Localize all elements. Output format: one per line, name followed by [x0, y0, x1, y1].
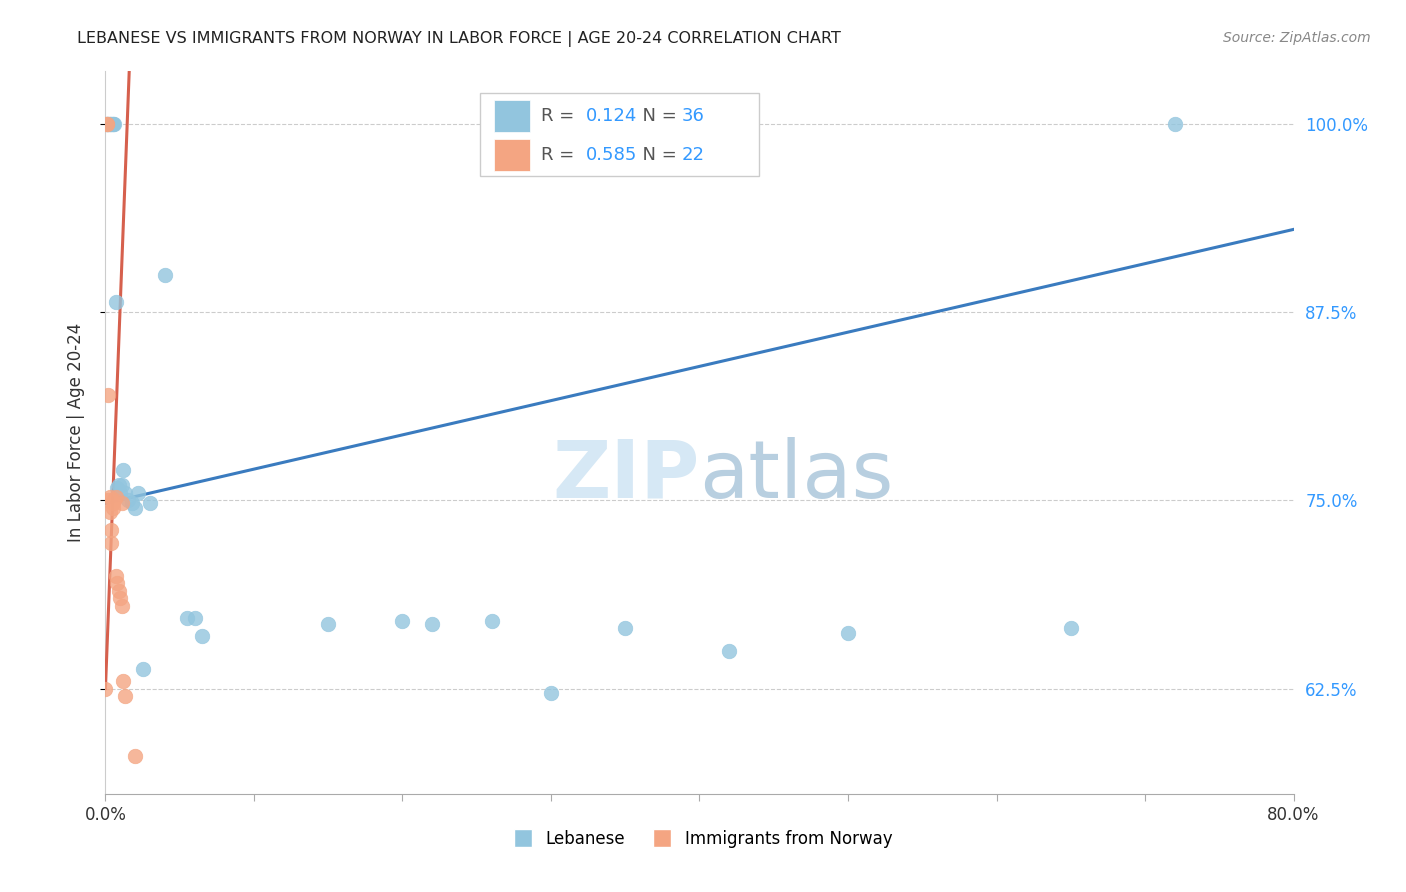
Point: [114, 485, 136, 500]
Text: 0.585: 0.585: [585, 146, 637, 164]
Point: [718, 644, 741, 658]
Point: [124, 500, 146, 515]
Point: [111, 478, 134, 492]
Legend: Lebanese, Immigrants from Norway: Lebanese, Immigrants from Norway: [499, 822, 900, 855]
Point: [111, 496, 134, 510]
Point: [98, 505, 121, 519]
Text: 22: 22: [682, 146, 704, 164]
Text: R =: R =: [541, 107, 581, 125]
Text: 36: 36: [682, 107, 704, 125]
Text: N =: N =: [630, 107, 682, 125]
Point: [191, 629, 214, 643]
Point: [96, 117, 118, 131]
Point: [481, 614, 503, 628]
Point: [97, 388, 120, 402]
Point: [420, 616, 443, 631]
Point: [103, 493, 125, 508]
Point: [98, 117, 121, 131]
Point: [96, 117, 118, 131]
Point: [1060, 621, 1083, 635]
Point: [110, 485, 132, 500]
Text: LEBANESE VS IMMIGRANTS FROM NORWAY IN LABOR FORCE | AGE 20-24 CORRELATION CHART: LEBANESE VS IMMIGRANTS FROM NORWAY IN LA…: [77, 31, 841, 47]
Point: [100, 524, 122, 538]
Bar: [494, 101, 530, 132]
Point: [98, 491, 121, 505]
Point: [96, 117, 118, 131]
Point: [124, 749, 146, 764]
Point: [98, 117, 121, 131]
Point: [837, 625, 859, 640]
Y-axis label: In Labor Force | Age 20-24: In Labor Force | Age 20-24: [66, 323, 84, 542]
Point: [391, 614, 413, 628]
Point: [111, 599, 134, 613]
Point: [131, 662, 153, 676]
Bar: [494, 139, 530, 171]
Point: [108, 478, 131, 492]
Text: Source: ZipAtlas.com: Source: ZipAtlas.com: [1223, 31, 1371, 45]
Point: [97, 117, 120, 131]
Point: [614, 621, 637, 635]
Point: [105, 576, 128, 591]
Point: [103, 117, 125, 131]
Point: [540, 686, 562, 700]
Point: [101, 500, 124, 515]
Point: [114, 689, 136, 703]
Point: [101, 117, 124, 131]
Point: [316, 616, 339, 631]
Point: [153, 268, 176, 282]
Point: [112, 463, 135, 477]
Point: [97, 493, 120, 508]
Text: R =: R =: [541, 146, 581, 164]
Point: [104, 568, 127, 582]
Point: [104, 294, 127, 309]
Point: [96, 117, 118, 131]
Point: [100, 117, 122, 131]
Point: [127, 485, 149, 500]
Point: [176, 611, 198, 625]
Point: [101, 496, 124, 510]
Point: [1164, 117, 1187, 131]
Text: 0.124: 0.124: [585, 107, 637, 125]
Point: [139, 496, 162, 510]
Point: [101, 117, 124, 131]
Point: [121, 496, 143, 510]
Text: ZIP: ZIP: [553, 437, 700, 515]
FancyBboxPatch shape: [479, 93, 759, 176]
Point: [112, 673, 135, 688]
Point: [104, 491, 127, 505]
Point: [100, 535, 122, 549]
Point: [94, 681, 117, 696]
Point: [117, 493, 139, 508]
Point: [108, 583, 131, 598]
Point: [183, 611, 205, 625]
Point: [105, 481, 128, 495]
Text: N =: N =: [630, 146, 682, 164]
Point: [110, 591, 132, 606]
Text: atlas: atlas: [700, 437, 894, 515]
